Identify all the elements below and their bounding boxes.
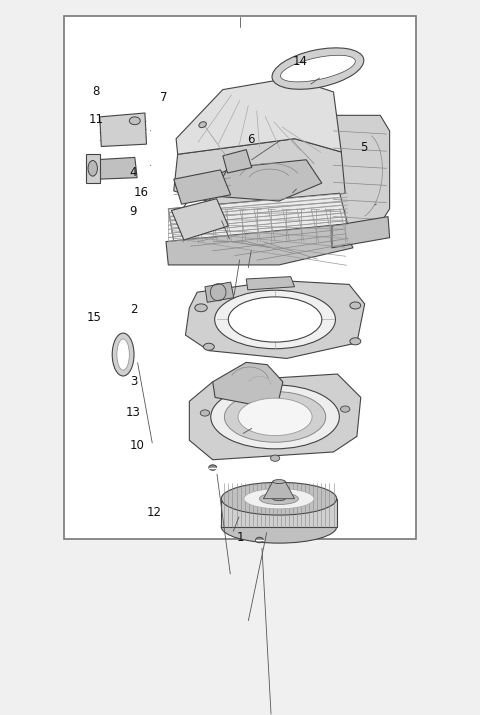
Polygon shape — [205, 282, 234, 302]
Ellipse shape — [280, 55, 355, 82]
Ellipse shape — [244, 488, 314, 509]
Ellipse shape — [200, 410, 210, 416]
Text: 10: 10 — [130, 439, 144, 452]
Polygon shape — [96, 157, 137, 179]
Text: 16: 16 — [133, 186, 148, 199]
Ellipse shape — [228, 297, 322, 342]
Ellipse shape — [112, 333, 134, 376]
Ellipse shape — [238, 398, 312, 435]
Polygon shape — [174, 139, 345, 209]
Polygon shape — [209, 159, 322, 201]
Ellipse shape — [350, 302, 361, 309]
Ellipse shape — [350, 337, 361, 345]
Text: 13: 13 — [126, 406, 141, 419]
Text: 3: 3 — [130, 375, 137, 388]
Polygon shape — [166, 225, 353, 265]
Polygon shape — [246, 277, 295, 290]
Ellipse shape — [270, 455, 280, 461]
Ellipse shape — [340, 406, 350, 413]
Ellipse shape — [225, 392, 326, 442]
Polygon shape — [168, 193, 348, 242]
Ellipse shape — [195, 304, 207, 312]
Ellipse shape — [273, 480, 285, 483]
Polygon shape — [189, 374, 361, 460]
Ellipse shape — [221, 483, 336, 515]
Ellipse shape — [117, 339, 129, 370]
Text: 6: 6 — [248, 133, 255, 146]
Text: 2: 2 — [130, 302, 137, 316]
Ellipse shape — [129, 117, 140, 124]
Text: 11: 11 — [88, 113, 104, 127]
Ellipse shape — [273, 497, 285, 500]
Polygon shape — [176, 78, 341, 154]
Polygon shape — [174, 170, 231, 204]
Ellipse shape — [215, 290, 336, 349]
Text: 15: 15 — [87, 311, 102, 324]
Text: 8: 8 — [92, 85, 100, 99]
Ellipse shape — [204, 343, 214, 350]
Ellipse shape — [272, 48, 364, 89]
Ellipse shape — [211, 385, 339, 449]
Text: 14: 14 — [292, 55, 307, 68]
Polygon shape — [185, 280, 365, 358]
Polygon shape — [332, 217, 390, 248]
Polygon shape — [264, 482, 295, 498]
FancyBboxPatch shape — [64, 16, 416, 539]
Polygon shape — [86, 154, 100, 183]
Text: 5: 5 — [360, 141, 367, 154]
Polygon shape — [223, 149, 252, 173]
Polygon shape — [100, 113, 146, 147]
Ellipse shape — [255, 537, 264, 543]
Ellipse shape — [260, 493, 299, 505]
Text: 7: 7 — [159, 91, 167, 104]
Polygon shape — [330, 115, 390, 240]
Polygon shape — [213, 363, 283, 404]
Polygon shape — [221, 498, 336, 527]
Ellipse shape — [221, 511, 336, 543]
Text: 4: 4 — [130, 166, 137, 179]
Ellipse shape — [209, 465, 216, 470]
Text: 1: 1 — [236, 531, 244, 544]
Text: 9: 9 — [130, 205, 137, 218]
Text: 12: 12 — [146, 506, 161, 519]
Ellipse shape — [199, 122, 206, 128]
Ellipse shape — [88, 161, 97, 176]
Polygon shape — [171, 199, 228, 240]
